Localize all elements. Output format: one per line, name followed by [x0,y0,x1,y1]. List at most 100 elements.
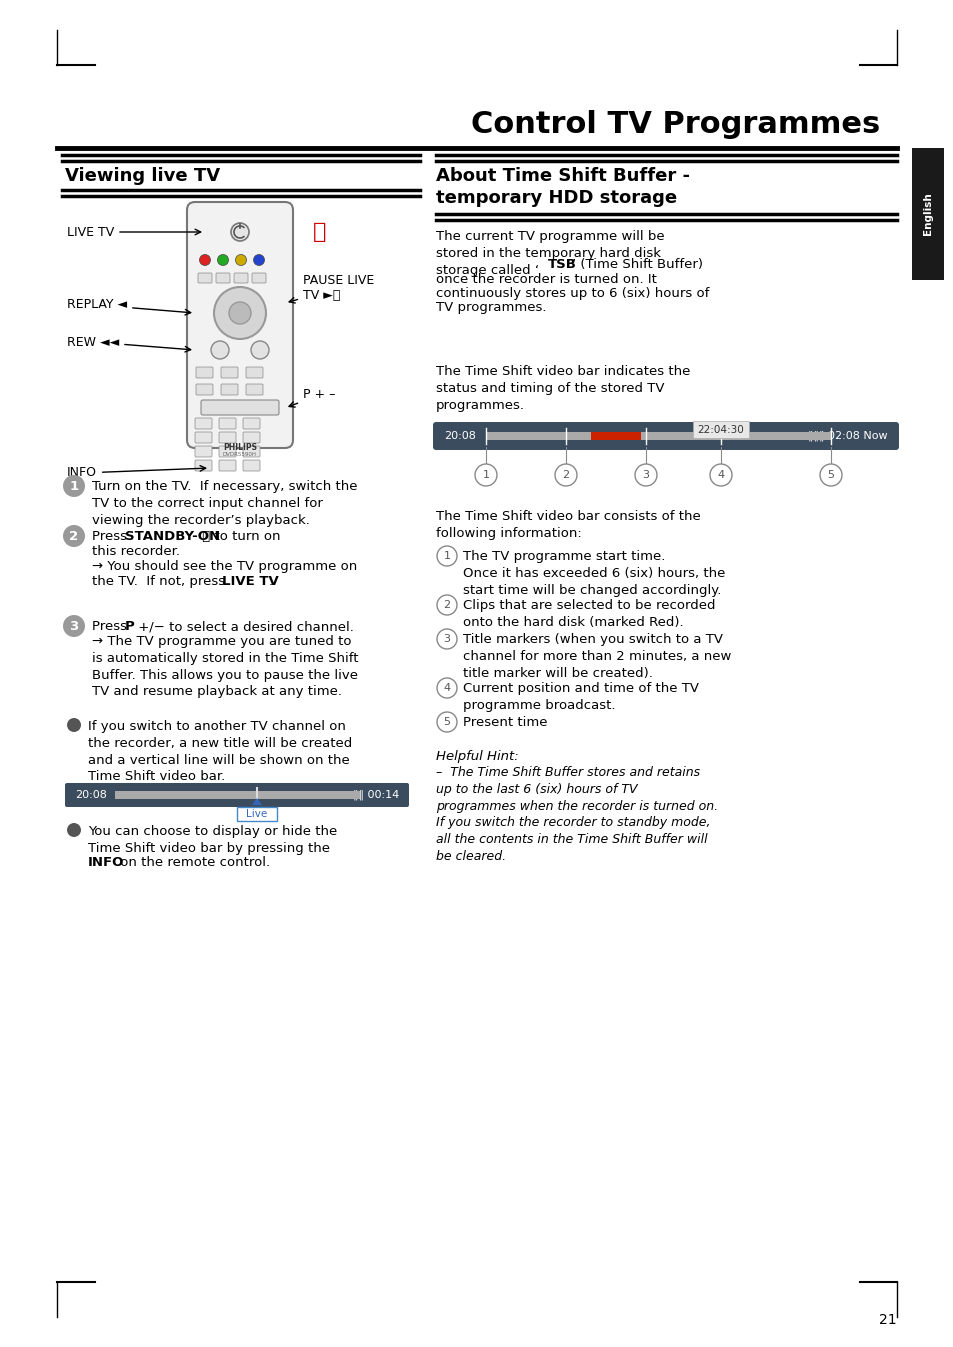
FancyBboxPatch shape [194,432,212,443]
Text: .: . [269,575,273,589]
Bar [115,791,359,799]
Text: 2: 2 [562,470,569,480]
Bar [590,432,640,440]
Text: The Time Shift video bar indicates the
status and timing of the stored TV
progra: The Time Shift video bar indicates the s… [436,365,690,412]
Text: Clips that are selected to be recorded
onto the hard disk (marked Red).: Clips that are selected to be recorded o… [462,599,715,629]
FancyBboxPatch shape [187,202,293,449]
Circle shape [251,341,269,360]
FancyBboxPatch shape [65,783,409,807]
Text: 1: 1 [443,551,450,560]
Text: The current TV programme will be
stored in the temporary hard disk
storage calle: The current TV programme will be stored … [436,230,664,277]
Text: Present time: Present time [462,717,547,729]
Text: Press: Press [91,529,132,543]
Text: LIVE TV: LIVE TV [222,575,278,589]
Text: ⏻: ⏻ [313,222,326,242]
Text: Current position and time of the TV
programme broadcast.: Current position and time of the TV prog… [462,682,699,711]
FancyBboxPatch shape [194,418,212,428]
Text: TV programmes.: TV programmes. [436,300,546,314]
Text: 1: 1 [482,470,489,480]
Text: DVDR5590H: DVDR5590H [223,453,256,458]
FancyBboxPatch shape [243,446,260,457]
Text: Live: Live [246,810,268,819]
Text: –  The Time Shift Buffer stores and retains
up to the last 6 (six) hours of TV
p: – The Time Shift Buffer stores and retai… [436,766,718,863]
FancyBboxPatch shape [201,400,278,415]
Text: 1: 1 [70,480,78,493]
Circle shape [229,302,251,325]
FancyBboxPatch shape [246,384,263,395]
Text: Title markers (when you switch to a TV
channel for more than 2 minutes, a new
ti: Title markers (when you switch to a TV c… [462,633,731,680]
FancyBboxPatch shape [219,432,235,443]
Text: Helpful Hint:: Helpful Hint: [436,750,518,762]
Circle shape [436,546,456,566]
Text: +/− to select a desired channel.: +/− to select a desired channel. [133,620,354,633]
Text: Viewing live TV: Viewing live TV [65,167,220,185]
Text: INFO: INFO [67,466,206,480]
Text: continuously stores up to 6 (six) hours of: continuously stores up to 6 (six) hours … [436,287,709,300]
Circle shape [63,475,85,497]
Text: INFO: INFO [88,855,124,869]
Text: P + –: P + – [289,388,335,407]
Text: 2: 2 [443,599,450,610]
Text: REPLAY ◄: REPLAY ◄ [67,299,191,315]
Circle shape [63,525,85,547]
Text: P: P [125,620,134,633]
Text: About Time Shift Buffer -: About Time Shift Buffer - [436,167,689,185]
Text: → The TV programme you are tuned to
is automatically stored in the Time Shift
Bu: → The TV programme you are tuned to is a… [91,634,358,698]
Text: The Time Shift video bar consists of the
following information:: The Time Shift video bar consists of the… [436,511,700,540]
Text: 4: 4 [717,470,723,480]
Text: LIVE TV: LIVE TV [67,225,200,238]
Circle shape [253,255,264,265]
FancyBboxPatch shape [194,459,212,471]
Circle shape [436,713,456,731]
Text: on the remote control.: on the remote control. [116,855,270,869]
Text: once the recorder is turned on. It: once the recorder is turned on. It [436,273,657,286]
FancyBboxPatch shape [195,366,213,379]
Polygon shape [252,797,262,806]
Text: the TV.  If not, press: the TV. If not, press [91,575,229,589]
Circle shape [709,463,731,486]
Text: 3: 3 [443,634,450,644]
Circle shape [436,595,456,616]
Text: 3: 3 [641,470,649,480]
Text: 20:08: 20:08 [443,431,476,440]
Text: You can choose to display or hide the
Time Shift video bar by pressing the: You can choose to display or hide the Ti… [88,824,337,855]
FancyBboxPatch shape [243,418,260,428]
Text: ‖‖‖ 02:08 Now: ‖‖‖ 02:08 Now [807,431,887,442]
Text: temporary HDD storage: temporary HDD storage [436,189,677,207]
FancyBboxPatch shape [252,273,266,283]
Text: 5: 5 [826,470,834,480]
Circle shape [235,255,246,265]
Text: 5: 5 [443,717,450,727]
FancyBboxPatch shape [236,807,276,822]
Circle shape [231,224,249,241]
Text: 4: 4 [443,683,450,692]
FancyBboxPatch shape [243,459,260,471]
Text: PHILIPS: PHILIPS [223,443,256,451]
Text: 20:08: 20:08 [75,789,107,800]
Text: Press: Press [91,620,132,633]
FancyBboxPatch shape [221,366,237,379]
Text: Control TV Programmes: Control TV Programmes [470,110,879,139]
Circle shape [635,463,657,486]
Circle shape [555,463,577,486]
Text: STANDBY-ON: STANDBY-ON [125,529,220,543]
Text: REW ◄◄: REW ◄◄ [67,335,191,352]
FancyBboxPatch shape [433,422,898,450]
Circle shape [67,823,81,836]
FancyBboxPatch shape [195,384,213,395]
Text: this recorder.: this recorder. [91,546,180,558]
FancyBboxPatch shape [692,422,748,438]
Text: 3: 3 [70,620,78,633]
Circle shape [475,463,497,486]
Text: ‖‖ 00:14: ‖‖ 00:14 [353,789,398,800]
FancyBboxPatch shape [194,446,212,457]
Circle shape [436,678,456,698]
Text: English: English [923,193,932,236]
Text: TSB: TSB [547,259,577,271]
Text: Turn on the TV.  If necessary, switch the
TV to the correct input channel for
vi: Turn on the TV. If necessary, switch the… [91,480,357,527]
Text: PAUSE LIVE
TV ►⏸: PAUSE LIVE TV ►⏸ [289,273,374,303]
Text: If you switch to another TV channel on
the recorder, a new title will be created: If you switch to another TV channel on t… [88,721,352,784]
FancyBboxPatch shape [219,446,235,457]
FancyBboxPatch shape [219,418,235,428]
Circle shape [67,718,81,731]
